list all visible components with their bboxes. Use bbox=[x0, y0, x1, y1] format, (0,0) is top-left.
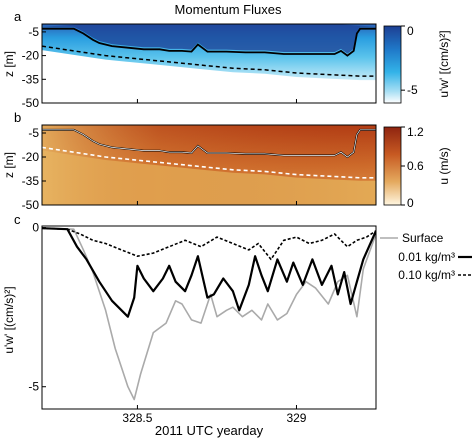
series-line-2 bbox=[42, 227, 376, 318]
colorbar-tick-label: 1.2 bbox=[407, 125, 424, 139]
panel-b-frame bbox=[41, 124, 377, 206]
legend-label-1: Surface bbox=[402, 231, 444, 245]
panel-b-ylabel: z [m] bbox=[2, 152, 16, 178]
colorbar-tick-label: 0.6 bbox=[407, 159, 424, 173]
y-tick-label: -50 bbox=[22, 96, 40, 110]
panel-c: c 0 -5 328.5 329 u'w' [(cm/s)²] 2011 UTC y… bbox=[2, 212, 472, 438]
y-tick-label: -35 bbox=[22, 174, 40, 188]
panel-b-y-ticks: -5 -20 -35 -50 bbox=[22, 126, 297, 212]
y-tick-label: 0 bbox=[32, 221, 39, 235]
panel-c-label: c bbox=[14, 212, 21, 227]
panel-a-colorbar-label: u'w' [(cm/s)²] bbox=[437, 30, 451, 97]
y-tick-label: -20 bbox=[22, 150, 40, 164]
y-tick-label: -5 bbox=[28, 380, 39, 394]
x-tick-label: 329 bbox=[286, 411, 306, 425]
y-tick-label: -50 bbox=[22, 198, 40, 212]
panel-b-colorbar bbox=[383, 126, 402, 206]
x-axis-label: 2011 UTC yearday bbox=[155, 423, 264, 438]
panel-a-colorbar-ticks: -5 0 bbox=[401, 24, 418, 97]
panel-c-series bbox=[42, 227, 376, 401]
y-tick-label: -5 bbox=[28, 126, 39, 140]
y-tick-label: -5 bbox=[28, 25, 39, 39]
series-line-3 bbox=[42, 227, 376, 261]
panel-a-frame bbox=[41, 23, 377, 104]
panel-c-ylabel: u'w' [(cm/s)²] bbox=[2, 286, 16, 353]
figure-title: Momentum Fluxes bbox=[175, 2, 282, 17]
colorbar-tick-label: 0 bbox=[407, 196, 414, 210]
panel-b: b -5 -20 -35 -50 z [m] 1.2 0.6 0 u (m/s) bbox=[2, 110, 451, 212]
panel-a: a -5 -20 -35 -50 z [m] -5 0 u'w' [(cm/s)²] bbox=[2, 9, 451, 110]
legend-label-3: 0.10 kg/m³ bbox=[398, 268, 455, 282]
series-line-1 bbox=[42, 227, 376, 401]
legend-label-2: 0.01 kg/m³ bbox=[398, 250, 455, 264]
panel-c-frame bbox=[41, 225, 377, 410]
x-tick-label: 328.5 bbox=[122, 411, 152, 425]
panel-b-velocity-shading bbox=[42, 125, 376, 205]
panel-b-colorbar-ticks: 1.2 0.6 0 bbox=[401, 125, 424, 210]
panel-b-dashed-depth-line bbox=[42, 146, 376, 179]
panel-c-y-ticks: 0 -5 bbox=[28, 221, 46, 394]
panel-a-y-ticks: -5 -20 -35 -50 bbox=[22, 25, 297, 110]
panel-a-label: a bbox=[14, 9, 22, 24]
panel-a-dashed-depth-line bbox=[42, 45, 376, 77]
panel-a-ylabel: z [m] bbox=[2, 51, 16, 77]
colorbar-tick-label: 0 bbox=[407, 24, 414, 38]
colorbar-tick-label: -5 bbox=[407, 83, 418, 97]
y-tick-label: -20 bbox=[22, 49, 40, 63]
panel-a-colorbar bbox=[383, 25, 402, 104]
panel-b-mixed-layer-line-outline bbox=[42, 129, 376, 158]
panel-c-x-ticks: 328.5 329 bbox=[122, 405, 307, 425]
panel-a-strong-flux-patch bbox=[42, 24, 376, 54]
panel-b-label: b bbox=[14, 110, 21, 125]
panel-a-mixed-layer-line bbox=[42, 27, 376, 57]
panel-c-legend: Surface 0.01 kg/m³ 0.10 kg/m³ bbox=[380, 231, 472, 282]
y-tick-label: -35 bbox=[22, 72, 40, 86]
panel-b-colorbar-label: u (m/s) bbox=[437, 147, 451, 184]
